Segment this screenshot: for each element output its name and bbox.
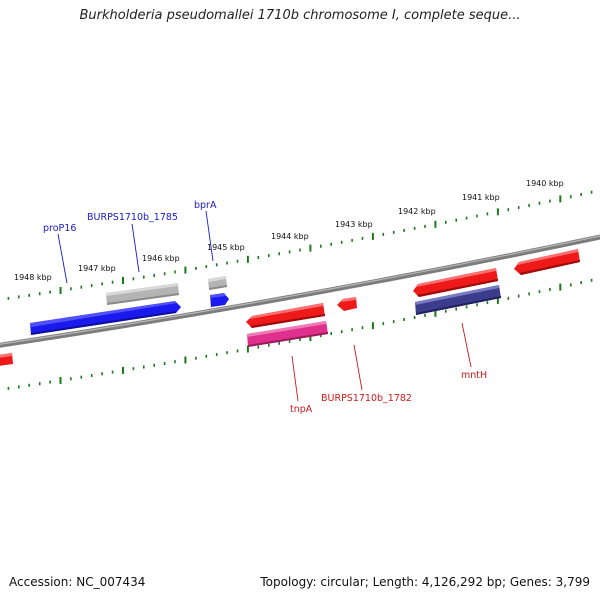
- gene-bpra[interactable]: [210, 293, 229, 307]
- gene-tnpa[interactable]: [246, 303, 325, 328]
- forward-strand-features: [30, 276, 229, 335]
- gene-navy[interactable]: [415, 285, 501, 315]
- reverse-strand-features: [0, 249, 580, 366]
- genome-summary-text: Topology: circular; Length: 4,126,292 bp…: [260, 575, 590, 589]
- scale-label: 1944 kbp: [271, 232, 309, 241]
- gene-left-edge[interactable]: [0, 353, 13, 366]
- gene-proP16[interactable]: [30, 301, 181, 335]
- label-prop16[interactable]: proP16: [43, 223, 76, 234]
- scale-label: 1943 kbp: [335, 220, 373, 229]
- scale-labels: 1948 kbp 1947 kbp 1946 kbp 1945 kbp 1944…: [14, 179, 564, 282]
- gene-labels: proP16 BURPS1710b_1785 bprA tnpA BURPS17…: [43, 200, 487, 415]
- label-bpra[interactable]: bprA: [194, 200, 217, 211]
- scale-label: 1942 kbp: [398, 207, 436, 216]
- gene-right[interactable]: [514, 249, 580, 275]
- gene-unnamed-gray[interactable]: [208, 276, 227, 290]
- label-burps1710b-1785[interactable]: BURPS1710b_1785: [87, 212, 178, 223]
- scale-label: 1946 kbp: [142, 254, 180, 263]
- gene-burps1710b-1785[interactable]: [106, 283, 179, 305]
- accession-text: Accession: NC_007434: [9, 575, 146, 589]
- label-leaders: [57, 210, 472, 402]
- scale-label: 1945 kbp: [207, 243, 245, 252]
- scale-label: 1947 kbp: [78, 264, 116, 273]
- scale-ticks-lower: [7, 278, 593, 390]
- gene-pink[interactable]: [247, 321, 328, 347]
- scale-label: 1948 kbp: [14, 273, 52, 282]
- scale-label: 1941 kbp: [462, 193, 500, 202]
- map-title: Burkholderia pseudomallei 1710b chromoso…: [79, 8, 521, 23]
- scale-label: 1940 kbp: [526, 179, 564, 188]
- gene-mnth[interactable]: [413, 268, 498, 297]
- label-mnth[interactable]: mntH: [461, 370, 487, 381]
- chromosome-backbone: [0, 234, 600, 348]
- label-burps1710b-1782[interactable]: BURPS1710b_1782: [321, 393, 412, 404]
- label-tnpa[interactable]: tnpA: [290, 404, 313, 415]
- scale-ticks-upper: [7, 190, 593, 300]
- gene-burps1710b-1782[interactable]: [337, 297, 357, 311]
